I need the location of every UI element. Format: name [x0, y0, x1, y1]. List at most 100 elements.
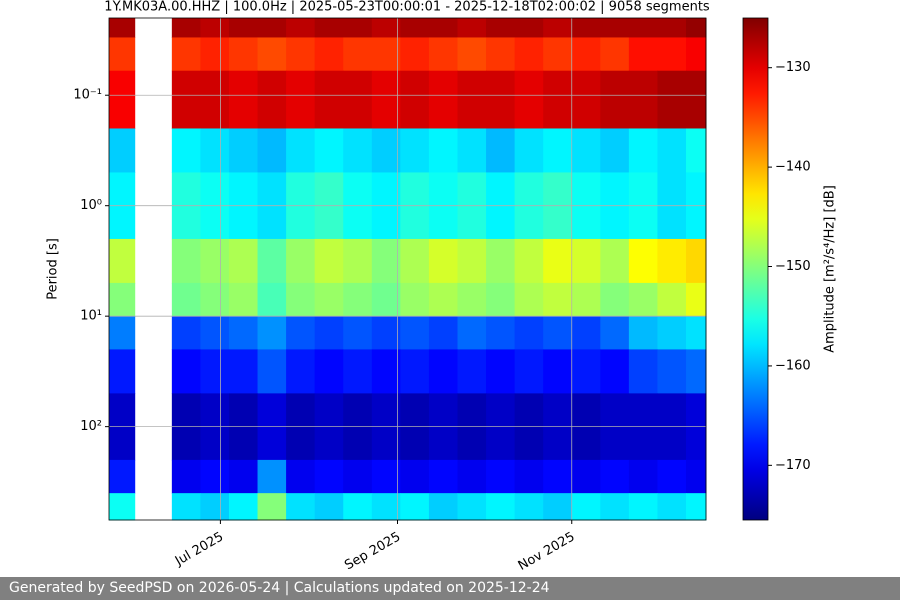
cell [400, 316, 430, 350]
cell [514, 282, 544, 317]
cell [343, 349, 373, 394]
cell [228, 37, 259, 72]
cell [457, 459, 487, 494]
cell [314, 18, 344, 38]
cell [628, 493, 658, 521]
cell [400, 282, 430, 317]
cell [486, 37, 516, 72]
y-axis-label: Period [s] [46, 238, 61, 300]
cell [109, 493, 136, 521]
cell [109, 238, 136, 284]
cell [200, 37, 230, 72]
cell [286, 37, 316, 72]
cell [400, 70, 430, 129]
cell [543, 70, 573, 129]
cell [514, 493, 544, 521]
cell [657, 70, 687, 129]
cell [543, 282, 573, 317]
cell [628, 18, 658, 38]
cell [428, 316, 458, 350]
cell [514, 459, 544, 494]
cell [400, 128, 430, 173]
cell [486, 493, 516, 521]
cell [400, 18, 430, 38]
cell [457, 316, 487, 350]
cell [571, 18, 601, 38]
cell [486, 238, 516, 284]
cell [286, 316, 316, 350]
cell [600, 128, 630, 173]
cell [628, 70, 658, 129]
cell [228, 459, 259, 494]
cell [228, 282, 259, 317]
cell [457, 37, 487, 72]
cell [428, 128, 458, 173]
cell [686, 282, 707, 317]
cell [200, 70, 230, 129]
cell [600, 493, 630, 521]
cell [657, 493, 687, 521]
cell [200, 282, 230, 317]
cell [257, 18, 287, 38]
cell [486, 70, 516, 129]
y-tick-label: 10¹ [80, 309, 102, 324]
cell [514, 37, 544, 72]
cell [686, 37, 707, 72]
colorbar-tick-label: −140 [775, 160, 811, 175]
cell [343, 316, 373, 350]
cell [657, 316, 687, 350]
colorbar-tick-label: −150 [775, 259, 811, 274]
cell [600, 459, 630, 494]
cell [257, 37, 287, 72]
cell [657, 37, 687, 72]
x-tick-label: Sep 2025 [342, 530, 403, 574]
cell [171, 238, 201, 284]
cell [371, 238, 401, 284]
cell [600, 282, 630, 317]
cell [457, 282, 487, 317]
cell [428, 349, 458, 394]
cell [543, 238, 573, 284]
cell [314, 316, 344, 350]
cell [109, 316, 136, 350]
cell [257, 316, 287, 350]
cell [228, 316, 259, 350]
cell [343, 238, 373, 284]
cell [428, 18, 458, 38]
cell [171, 282, 201, 317]
cell [428, 459, 458, 494]
y-tick-label: 10² [80, 419, 102, 434]
footer: Generated by SeedPSD on 2026-05-24 | Cal… [0, 577, 900, 600]
cell [228, 128, 259, 173]
cell [228, 238, 259, 284]
cell [628, 238, 658, 284]
cell [428, 493, 458, 521]
cell [343, 493, 373, 521]
cell [400, 37, 430, 72]
cell [486, 459, 516, 494]
cell [257, 493, 287, 521]
cell [628, 459, 658, 494]
x-tick-label: Nov 2025 [516, 530, 578, 574]
cell [286, 459, 316, 494]
cell [343, 18, 373, 38]
cell [200, 128, 230, 173]
cell [571, 493, 601, 521]
cell [371, 128, 401, 173]
cell [428, 37, 458, 72]
cell [543, 459, 573, 494]
cell [286, 282, 316, 317]
cell [428, 70, 458, 129]
cell [371, 70, 401, 129]
cell [657, 238, 687, 284]
cell [457, 349, 487, 394]
cell [400, 493, 430, 521]
cell [257, 70, 287, 129]
cell [571, 282, 601, 317]
cell [286, 238, 316, 284]
cell [543, 493, 573, 521]
cell [371, 349, 401, 394]
cell [514, 238, 544, 284]
cell [109, 459, 136, 494]
plot-frame [108, 17, 707, 521]
